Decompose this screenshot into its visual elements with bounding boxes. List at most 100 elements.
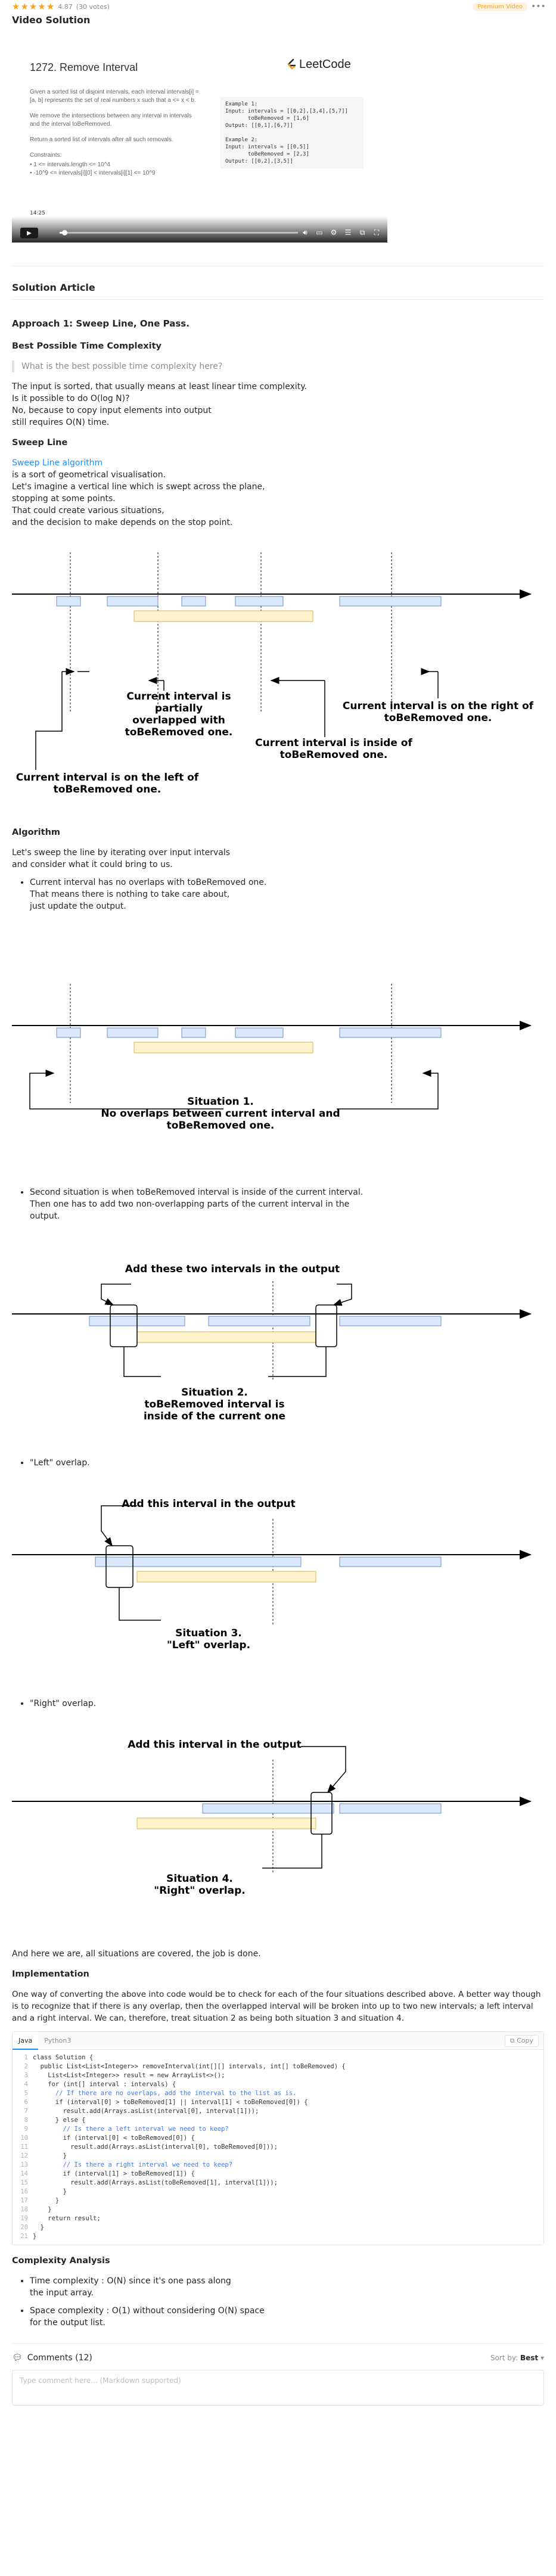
chapters-icon[interactable]: ☰ xyxy=(344,228,352,237)
figure-caption: Situation 3. "Left" overlap. xyxy=(166,1627,251,1651)
tab-python3[interactable]: Python3 xyxy=(44,2036,72,2044)
comments-title: Comments (12) xyxy=(27,2353,92,2363)
volume-icon[interactable]: 🔊︎ xyxy=(303,228,307,237)
figure-label-partial: Current interval is partially overlapped … xyxy=(125,691,233,738)
premium-badge[interactable]: Premium Video xyxy=(473,2,527,11)
text-line: is a sort of geometrical visualisation. xyxy=(12,470,166,480)
code-line: class Solution { xyxy=(33,2054,94,2061)
code-line: List<List<Integer>> result = new ArrayLi… xyxy=(33,2072,225,2079)
situation-3-text: "Left" overlap. xyxy=(12,1457,544,1469)
list-item: Time complexity : O(N) since it's one pa… xyxy=(30,2275,544,2299)
figure-label-right: Current interval is on the right of toBeR… xyxy=(342,700,534,724)
list-item: Space complexity : O(1) without consider… xyxy=(30,2305,544,2329)
leetcode-logo-text: LeetCode xyxy=(299,58,351,71)
figure-caption: Situation 2. toBeRemoved interval is insid… xyxy=(143,1387,286,1422)
line-number: 7 xyxy=(24,2108,28,2115)
paragraph: Let's sweep the line by iterating over i… xyxy=(12,847,544,871)
figure-situation-1: Situation 1. No overlaps between current … xyxy=(12,918,544,1186)
video-progress-knob[interactable] xyxy=(62,230,67,235)
line-number: 16 xyxy=(20,2188,28,2195)
video-player[interactable]: 1272. Remove Interval LeetCode Given a s… xyxy=(12,58,387,255)
article-section-title: Solution Article xyxy=(12,282,95,293)
text-line: The input is sorted, that usually means … xyxy=(12,382,307,391)
rating-stars[interactable]: ★ ★ ★ ★ ★ xyxy=(12,2,54,11)
figure-diagram xyxy=(12,984,532,1110)
approach-title: Approach 1: Sweep Line, One Pass. xyxy=(12,318,190,329)
code-line: } xyxy=(33,2188,67,2195)
code-block: Java Python3 ⧉ Copy 1 2 3 4 5 6 7 8 9 10 11 12 13 14 1… xyxy=(12,2031,544,2245)
fullscreen-icon[interactable]: ⛶ xyxy=(374,228,380,237)
star-icon[interactable]: ★ xyxy=(38,1,46,12)
figure-diagram xyxy=(12,1505,532,1626)
picture-in-picture-icon[interactable]: ⧉ xyxy=(359,228,365,237)
list-item: Second situation is when toBeRemoved int… xyxy=(30,1186,364,1222)
code-line: } xyxy=(33,2224,44,2231)
paragraph: Sweep Line algorithm is a sort of geomet… xyxy=(12,457,544,529)
implementation-title: Implementation xyxy=(12,1969,89,1979)
complexity-section: Complexity Analysis Time complexity : O(… xyxy=(12,2255,544,2329)
code-line: // Is there a left interval we need to k… xyxy=(33,2126,229,2133)
sweep-line-title: Sweep Line xyxy=(12,438,68,448)
figure-diagram xyxy=(12,1281,532,1379)
star-icon[interactable]: ★ xyxy=(12,1,20,12)
figure-situation-2: Add these two intervals in the output Si… xyxy=(12,1225,544,1457)
code-line: } else { xyxy=(33,2117,86,2124)
figure-top-label: Add this interval in the output xyxy=(122,1498,296,1510)
divider xyxy=(12,299,544,300)
done-text: And here we are, all situations are cove… xyxy=(12,1949,261,1959)
captions-icon[interactable]: ▭ xyxy=(316,228,323,237)
video-paragraph: Return a sorted list of intervals after … xyxy=(30,136,173,143)
star-icon[interactable]: ★ xyxy=(29,1,38,12)
code-line: } xyxy=(33,2197,60,2204)
video-constraint: • -10^9 <= intervals[i][0] < intervals[i… xyxy=(30,170,156,176)
text-line: That could create various situations, xyxy=(12,506,164,515)
star-icon[interactable]: ★ xyxy=(46,1,55,12)
video-section-title: Video Solution xyxy=(12,14,91,26)
star-icon[interactable]: ★ xyxy=(20,1,29,12)
leetcode-logo-icon xyxy=(287,58,296,70)
line-number: 14 xyxy=(20,2170,28,2177)
line-number: 1 xyxy=(24,2054,28,2061)
sort-by-dropdown[interactable]: Sort by: Best ▾ xyxy=(490,2354,544,2362)
text-line: Let's sweep the line by iterating over i… xyxy=(12,848,231,857)
figure-caption: Situation 1. No overlaps between current … xyxy=(101,1096,340,1132)
tab-java[interactable]: Java xyxy=(13,2031,39,2050)
code-line: // Is there a right interval we need to … xyxy=(33,2161,233,2168)
comments-icon: 💬︎ xyxy=(12,2353,23,2363)
comment-input[interactable]: Type comment here... (Markdown supported… xyxy=(12,2370,544,2406)
settings-gear-icon[interactable]: ⚙ xyxy=(330,228,337,237)
list-item: "Left" overlap. xyxy=(30,1457,544,1469)
line-number: 9 xyxy=(24,2126,28,2133)
figure-sweep-overview: Current interval is partially overlapped … xyxy=(12,535,544,821)
code-line: public List<List<Integer>> removeInterva… xyxy=(33,2063,346,2070)
sweep-line-link[interactable]: Sweep Line algorithm xyxy=(12,458,103,468)
figure-diagram xyxy=(12,552,532,770)
code-lines: class Solution { public List<List<Intege… xyxy=(33,2053,346,2241)
text-line: still requires O(N) time. xyxy=(12,418,110,427)
situation-2-text: Second situation is when toBeRemoved int… xyxy=(12,1186,544,1222)
text-line: and consider what it could bring to us. xyxy=(12,860,173,869)
code-line: if (interval[1] > toBeRemoved[1]) { xyxy=(33,2170,195,2177)
play-button[interactable]: ▶ xyxy=(20,228,38,238)
list-item: Current interval has no overlaps with to… xyxy=(30,877,544,912)
article-body: Approach 1: Sweep Line, One Pass. Best P… xyxy=(12,318,544,529)
copy-button[interactable]: ⧉ Copy xyxy=(504,2034,539,2047)
code-line: result.add(Arrays.asList(interval[0], in… xyxy=(33,2108,259,2115)
list-item: "Right" overlap. xyxy=(30,1698,544,1710)
line-number: 13 xyxy=(20,2161,28,2168)
divider xyxy=(12,2343,544,2344)
comments-header: 💬︎ Comments (12) Sort by: Best ▾ xyxy=(12,2353,544,2363)
line-number: 18 xyxy=(20,2206,28,2213)
implementation-section: And here we are, all situations are cove… xyxy=(12,1948,544,2024)
figure-top-label: Add this interval in the output xyxy=(128,1739,302,1751)
best-complexity-title: Best Possible Time Complexity xyxy=(12,341,162,351)
code-line: } xyxy=(33,2152,67,2159)
video-progress-bar[interactable] xyxy=(60,230,298,235)
more-options-icon[interactable]: ••• xyxy=(531,2,546,11)
line-number: 2 xyxy=(24,2063,28,2070)
line-number: 8 xyxy=(24,2117,28,2124)
video-controls xyxy=(12,216,387,243)
leetcode-logo: LeetCode xyxy=(286,58,351,72)
text-line: No, because to copy input elements into … xyxy=(12,406,212,415)
